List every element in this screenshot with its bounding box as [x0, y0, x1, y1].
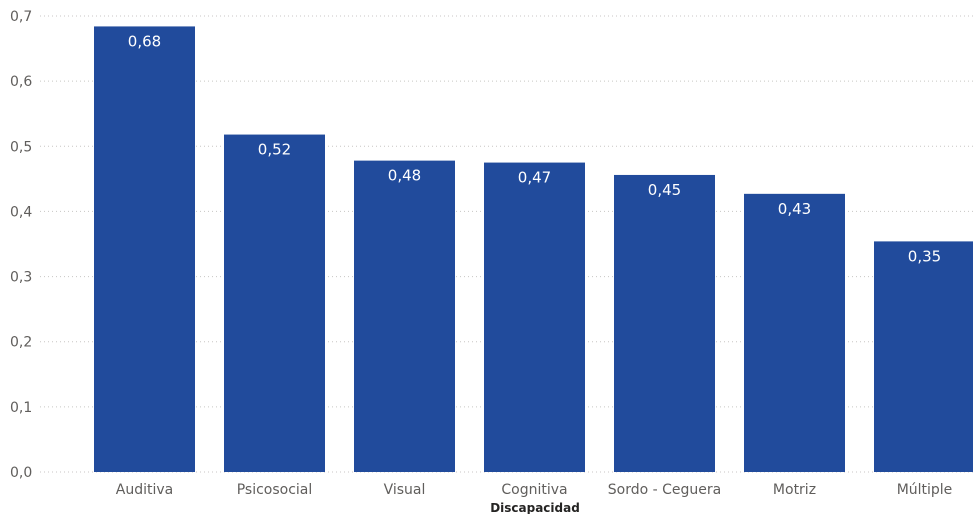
bar: [94, 26, 195, 473]
bar-data-label: 0,35: [908, 247, 941, 265]
y-tick-label: 0,7: [10, 9, 32, 25]
y-tick-label: 0,0: [10, 465, 32, 481]
y-tick-label: 0,4: [10, 204, 32, 220]
x-category-label: Cognitiva: [501, 482, 567, 498]
x-category-label: Auditiva: [116, 482, 173, 498]
bar-data-label: 0,47: [518, 169, 551, 187]
x-category-label: Sordo - Ceguera: [608, 482, 721, 498]
y-tick-label: 0,3: [10, 270, 32, 286]
bar: [484, 162, 585, 473]
bar-data-label: 0,68: [128, 32, 161, 50]
bar: [354, 160, 455, 473]
bar: [744, 193, 845, 472]
x-category-label: Visual: [384, 482, 426, 498]
bar-data-label: 0,43: [778, 200, 811, 218]
bar-data-label: 0,52: [258, 141, 291, 159]
y-tick-label: 0,6: [10, 74, 32, 90]
x-category-label: Psicosocial: [237, 482, 313, 498]
bar-data-labels: 0,68 0,52 0,48 0,47 0,45 0,43 0,35: [128, 32, 941, 265]
bar: [874, 241, 973, 472]
bar: [614, 174, 715, 472]
y-tick-label: 0,1: [10, 400, 32, 416]
y-tick-label: 0,5: [10, 139, 32, 155]
y-axis-ticks: 0,0 0,1 0,2 0,3 0,4 0,5 0,6 0,7: [10, 9, 32, 481]
x-category-label: Motriz: [773, 482, 816, 498]
y-tick-label: 0,2: [10, 335, 32, 351]
x-axis-categories: Auditiva Psicosocial Visual Cognitiva Sordo …: [116, 482, 953, 498]
bar-data-label: 0,48: [388, 167, 421, 185]
x-category-label: Múltiple: [897, 482, 953, 498]
x-axis-title: Discapacidad: [490, 501, 580, 514]
bar-data-label: 0,45: [648, 181, 681, 199]
bar: [224, 134, 325, 472]
bars: [94, 26, 973, 473]
